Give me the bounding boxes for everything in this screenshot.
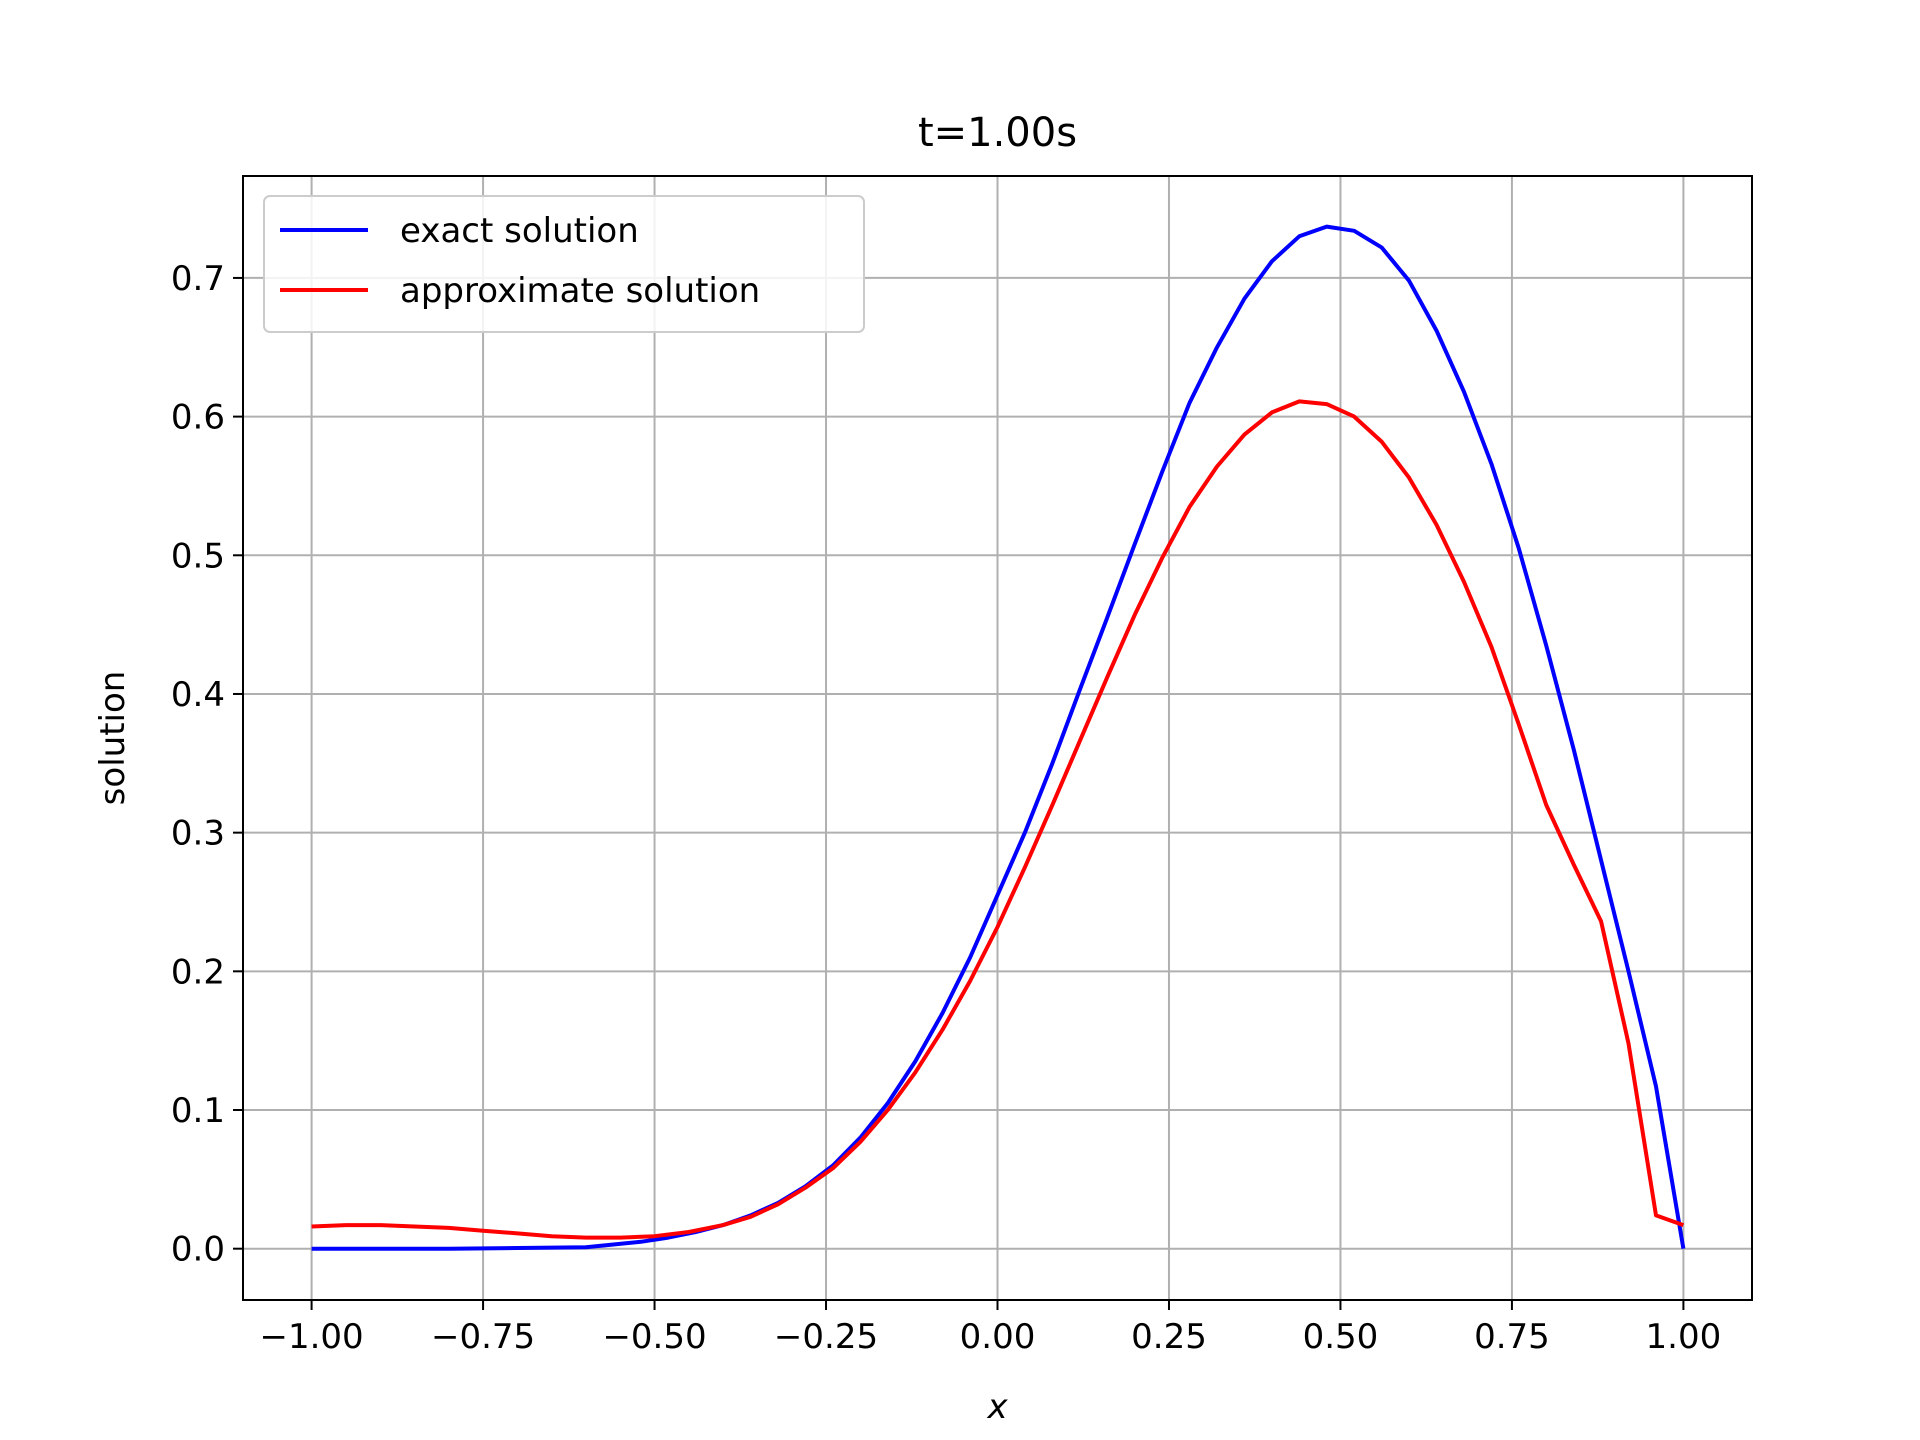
x-tick-label: −0.50 bbox=[602, 1317, 706, 1357]
x-tick-label: 0.25 bbox=[1131, 1317, 1207, 1357]
x-tick-label: −1.00 bbox=[259, 1317, 363, 1357]
legend: exact solution approximate solution bbox=[263, 195, 865, 333]
y-tick-label: 0.2 bbox=[171, 952, 225, 992]
x-tick-label: 1.00 bbox=[1646, 1317, 1722, 1357]
chart-title: t=1.00s bbox=[918, 110, 1077, 156]
y-tick-label: 0.7 bbox=[171, 259, 225, 299]
series-layer bbox=[311, 224, 1686, 1251]
x-tick-label: −0.75 bbox=[431, 1317, 535, 1357]
x-tick-label: 0.50 bbox=[1303, 1317, 1379, 1357]
grid bbox=[243, 176, 1752, 1300]
y-tick-label: 0.6 bbox=[171, 398, 225, 438]
y-tick-label: 0.0 bbox=[171, 1230, 225, 1270]
y-axis: 0.0 0.1 0.2 0.3 0.4 0.5 0.6 0.7 bbox=[171, 259, 243, 1270]
x-axis-label: x bbox=[986, 1387, 1008, 1427]
legend-label: exact solution bbox=[400, 211, 639, 251]
x-tick-label: 0.00 bbox=[960, 1317, 1036, 1357]
x-axis: −1.00 −0.75 −0.50 −0.25 0.00 0.25 0.50 0.75 1.00 bbox=[259, 1300, 1721, 1357]
y-tick-label: 0.5 bbox=[171, 536, 225, 576]
series-line-exact-solution bbox=[311, 224, 1686, 1251]
y-axis-label: solution bbox=[93, 671, 133, 806]
y-tick-label: 0.3 bbox=[171, 814, 225, 854]
x-tick-label: −0.25 bbox=[774, 1317, 878, 1357]
y-tick-label: 0.1 bbox=[171, 1091, 225, 1131]
legend-box bbox=[263, 195, 865, 333]
x-tick-label: 0.75 bbox=[1474, 1317, 1550, 1357]
series-line-approximate-solution bbox=[311, 399, 1685, 1240]
y-tick-label: 0.4 bbox=[171, 675, 225, 715]
legend-label: approximate solution bbox=[400, 271, 760, 311]
